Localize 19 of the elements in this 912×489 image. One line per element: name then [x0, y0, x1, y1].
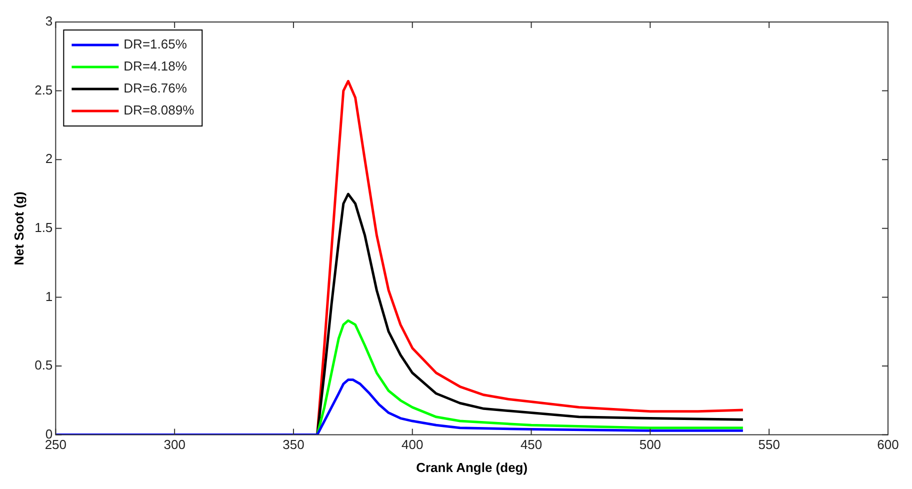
y-tick-label: 0.5	[34, 358, 53, 373]
x-tick-label: 550	[758, 437, 780, 452]
y-tick-label: 2	[45, 151, 53, 166]
y-tick-label: 2.5	[34, 82, 53, 98]
y-tick-label: 1.5	[34, 220, 53, 235]
y-tick-label: 1	[45, 288, 53, 304]
legend-label: DR=8.089%	[124, 102, 195, 118]
x-tick-label: 600	[877, 437, 899, 452]
x-tick-label: 300	[164, 437, 186, 452]
x-axis-title: Crank Angle (deg)	[416, 460, 528, 475]
x-tick-label: 400	[402, 437, 424, 452]
legend-label: DR=4.18%	[124, 58, 188, 74]
x-tick-label: 350	[282, 437, 304, 452]
y-axis-title: Net Soot (g)	[11, 192, 26, 266]
y-tick-label: 3	[45, 14, 53, 29]
x-tick-label: 450	[520, 437, 542, 452]
legend-label: DR=6.76%	[124, 80, 188, 96]
x-tick-label: 500	[639, 437, 662, 452]
legend-label: DR=1.65%	[124, 36, 188, 52]
